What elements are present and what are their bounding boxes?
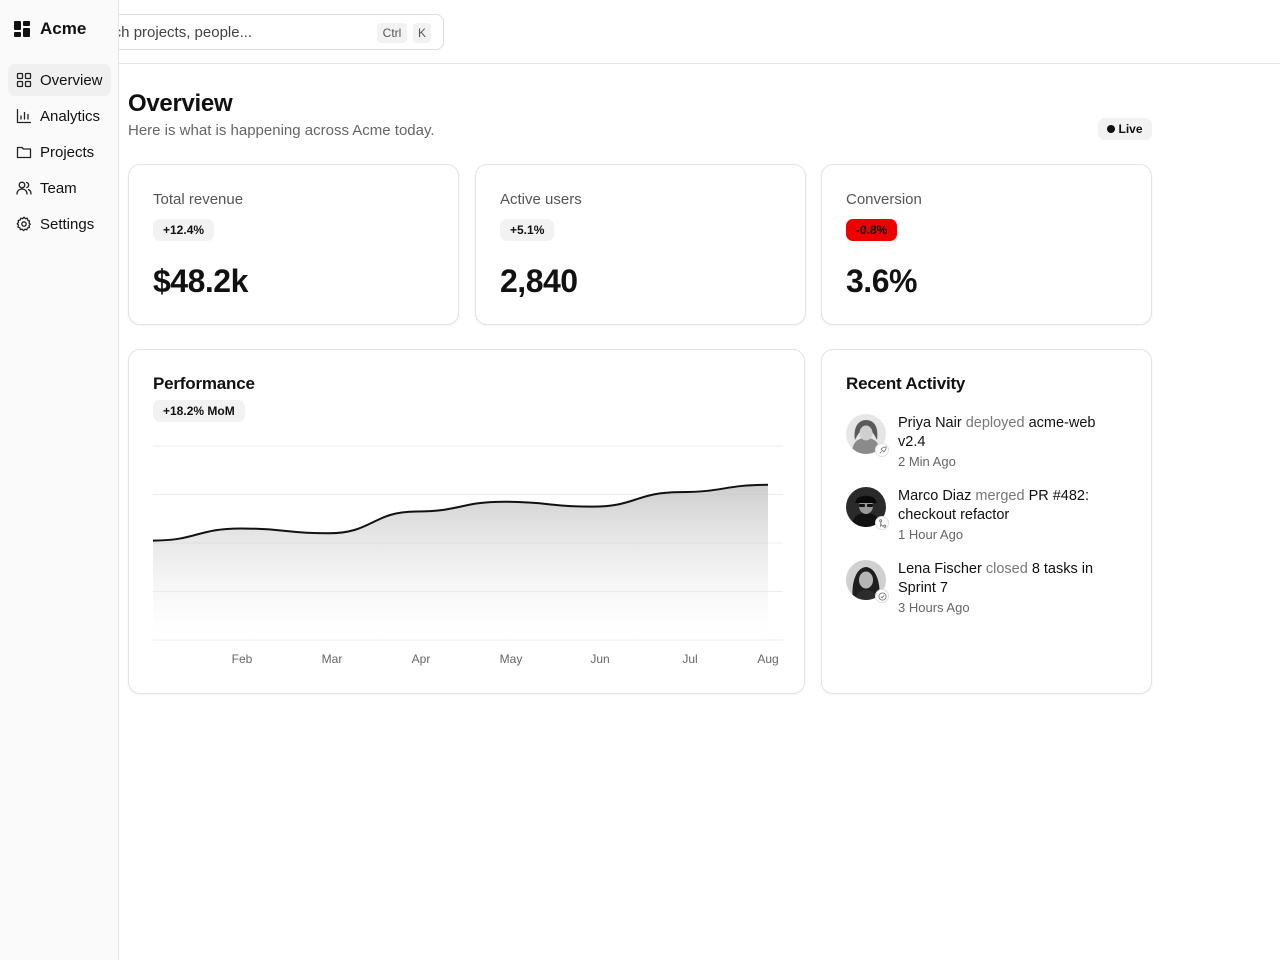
stat-card-conversion: Conversion -0.8% 3.6% [821,164,1152,325]
activity-text: Lena Fischer closed 8 tasks in Sprint 7 [898,560,1118,598]
gear-icon [16,216,31,232]
sidebar-item-label: Overview [40,71,103,89]
live-dot-icon [1107,125,1116,133]
chart-area-fill [153,484,768,640]
stat-value: 2,840 [500,263,578,299]
activity-time: 3 Hours Ago [898,600,970,615]
performance-title: Performance [153,374,255,393]
stat-change-badge: +12.4% [153,219,215,241]
activity-target[interactable]: 8 tasks in Sprint 7 [898,561,1094,596]
chart-series-line [153,483,769,542]
shortcut-ctrl-key: Ctrl [377,23,407,43]
stat-card-total-revenue: Total revenue +12.4% $48.2k [128,164,459,325]
activity-item[interactable]: Marco Diaz merged PR #482: checkout refa… [846,487,1136,560]
performance-card: Performance +18.2% MoM Feb Mar Apr May Jun Ju… [128,349,805,694]
rocket-icon [875,443,889,457]
sidebar-nav: Overview Analytics Projects Team [8,64,111,244]
activity-target[interactable]: PR #482: checkout refactor [898,488,1090,523]
recent-activity-card: Recent Activity Priya Nair deployed acme… [821,349,1152,694]
brand[interactable]: Acme [14,18,86,40]
sidebar-item-team[interactable]: Team [8,172,111,204]
stat-card-active-users: Active users +5.1% 2,840 [475,164,806,325]
activity-item[interactable]: Lena Fischer closed 8 tasks in Sprint 7 … [846,560,1136,633]
activity-verb: merged [975,488,1025,504]
sidebar-item-analytics[interactable]: Analytics [8,100,111,132]
stat-change-badge: -0.8% [846,219,898,241]
activity-item[interactable]: Priya Nair deployed acme-web v2.4 2 Min … [846,414,1136,487]
sidebar-item-label: Team [40,179,77,197]
chart-x-tick-label: May [500,652,523,666]
activity-target[interactable]: acme-web v2.4 [898,415,1096,450]
grid-icon [16,72,32,88]
sidebar-item-overview[interactable]: Overview [8,64,111,96]
chart-x-tick-label: Mar [322,652,343,666]
page-subtitle: Here is what is happening across Acme to… [128,122,435,139]
performance-change-badge: +18.2% MoM [153,400,245,422]
stat-label: Active users [500,191,582,208]
chart-x-tick-label: Jul [682,652,697,666]
recent-activity-title: Recent Activity [846,374,966,393]
shortcut-k-key: K [413,23,431,43]
top-bar: Ctrl K [0,0,1280,64]
activity-actor: Marco Diaz [898,488,972,504]
sidebar-item-label: Settings [40,215,95,233]
activity-actor: Lena Fischer [898,561,982,577]
brand-name: Acme [40,19,87,38]
page-title: Overview [128,90,233,117]
activity-text: Priya Nair deployed acme-web v2.4 [898,414,1118,452]
performance-chart: Feb Mar Apr May Jun Jul Aug [153,445,783,666]
bar-chart-icon [16,108,32,124]
folder-icon [16,146,32,159]
sidebar-item-label: Analytics [40,107,101,125]
search-box[interactable]: Ctrl K [86,14,444,50]
live-status-label: Live [1118,122,1143,136]
check-circle-icon [875,589,889,603]
acme-logo-icon [14,21,30,37]
users-icon [16,181,32,195]
sidebar: Acme Overview Analytics Projects [0,0,119,960]
live-status-badge: Live [1098,118,1152,140]
avatar[interactable] [846,414,889,457]
avatar[interactable] [846,560,889,603]
search-input[interactable] [87,15,367,49]
activity-verb: deployed [965,415,1025,431]
activity-time: 2 Min Ago [898,454,956,469]
avatar-lena-fischer [846,560,886,600]
git-merge-icon [875,516,889,530]
activity-actor: Priya Nair [898,415,962,431]
chart-x-tick-label: Aug [757,652,778,666]
avatar[interactable] [846,487,889,530]
sidebar-item-label: Projects [40,143,95,161]
chart-x-tick-label: Jun [590,652,609,666]
stat-value: $48.2k [153,263,248,299]
activity-list: Priya Nair deployed acme-web v2.4 2 Min … [846,414,1136,633]
sidebar-item-projects[interactable]: Projects [8,136,111,168]
avatar-marco-diaz [846,487,886,527]
activity-verb: closed [985,561,1028,577]
activity-text: Marco Diaz merged PR #482: checkout refa… [898,487,1118,525]
chart-x-tick-label: Feb [232,652,253,666]
sidebar-item-settings[interactable]: Settings [8,208,111,240]
activity-time: 1 Hour Ago [898,527,964,542]
stat-value: 3.6% [846,263,917,299]
stat-label: Conversion [846,191,922,208]
stat-change-badge: +5.1% [500,219,555,241]
chart-x-tick-label: Apr [412,652,431,666]
stat-label: Total revenue [153,191,244,208]
